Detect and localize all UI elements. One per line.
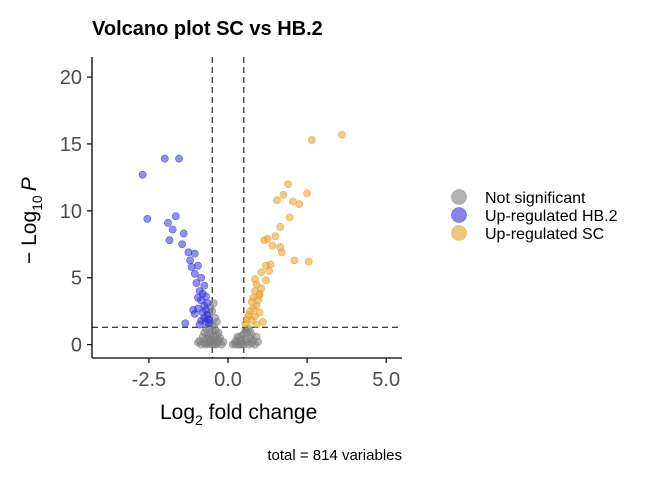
point-up-regulated-hb-2 (187, 263, 196, 271)
point-up-regulated-hb-2 (175, 154, 183, 163)
point-up-regulated-sc (273, 196, 281, 205)
point-up-regulated-sc (257, 268, 266, 277)
point-up-regulated-sc (284, 180, 293, 188)
point-up-regulated-sc (290, 256, 299, 265)
point-up-regulated-hb-2 (200, 281, 209, 290)
point-up-regulated-sc (307, 136, 316, 144)
point-not-significant (201, 340, 210, 349)
y-axis-ticks: 0 5 10 15 20 (60, 67, 92, 357)
legend-label: Up-regulated HB.2 (485, 208, 618, 225)
x-axis-title-rest: fold change (203, 401, 317, 424)
x-tick-label: 2.5 (293, 369, 321, 391)
point-up-regulated-hb-2 (171, 212, 180, 221)
point-up-regulated-hb-2 (189, 305, 198, 314)
y-axis-title-prefix: − Log (18, 211, 41, 264)
x-tick-label: -2.5 (132, 369, 166, 391)
legend-label: Not significant (485, 190, 586, 207)
point-up-regulated-hb-2 (178, 240, 187, 249)
chart-title: Volcano plot SC vs HB.2 (92, 18, 323, 40)
y-tick-label: 10 (60, 201, 82, 223)
point-not-significant (247, 331, 256, 340)
y-tick-label: 15 (60, 134, 82, 156)
point-up-regulated-sc (288, 197, 297, 206)
point-up-regulated-hb-2 (190, 249, 199, 258)
point-up-regulated-hb-2 (186, 256, 194, 265)
point-up-regulated-hb-2 (143, 214, 152, 223)
point-up-regulated-hb-2 (195, 320, 204, 329)
x-axis-title-base: Log (160, 401, 195, 424)
y-tick-label: 0 (71, 335, 82, 357)
y-axis-title-var: P (18, 177, 41, 191)
point-up-regulated-sc (271, 232, 280, 241)
point-up-regulated-sc (252, 320, 261, 329)
point-up-regulated-sc (255, 291, 264, 300)
y-axis-title-sub: 10 (29, 195, 45, 211)
point-up-regulated-hb-2 (194, 293, 202, 302)
point-up-regulated-hb-2 (138, 170, 147, 179)
point-not-significant (194, 338, 202, 347)
point-up-regulated-hb-2 (165, 236, 174, 245)
point-up-regulated-hb-2 (184, 248, 193, 257)
point-up-regulated-sc (337, 130, 346, 139)
point-up-regulated-sc (276, 222, 285, 231)
y-tick-label: 5 (71, 268, 82, 290)
point-up-regulated-hb-2 (194, 261, 202, 270)
point-up-regulated-sc (260, 236, 269, 245)
point-up-regulated-sc (262, 276, 270, 285)
y-axis-title: − Log10 P (18, 177, 45, 264)
x-tick-label: 5.0 (372, 369, 400, 391)
point-up-regulated-sc (279, 190, 288, 199)
point-up-regulated-sc (304, 257, 313, 266)
point-up-regulated-sc (241, 319, 250, 328)
point-not-significant (206, 336, 215, 344)
x-axis-ticks: -2.5 0.0 2.5 5.0 (132, 358, 400, 391)
point-up-regulated-hb-2 (181, 319, 190, 328)
legend-key (451, 225, 467, 241)
legend-key (451, 207, 467, 223)
legend-label: Up-regulated SC (485, 226, 604, 243)
x-tick-label: 0.0 (214, 369, 242, 391)
point-up-regulated-sc (277, 248, 286, 257)
x-axis-title: Log2 fold change (160, 401, 317, 428)
point-up-regulated-sc (303, 189, 312, 198)
point-not-significant (219, 338, 228, 346)
point-up-regulated-sc (268, 241, 277, 250)
point-up-regulated-hb-2 (197, 273, 206, 282)
point-up-regulated-sc (285, 213, 294, 222)
data-points (138, 130, 346, 349)
point-up-regulated-hb-2 (160, 154, 169, 163)
point-not-significant (235, 334, 243, 342)
point-up-regulated-hb-2 (168, 225, 177, 234)
y-tick-label: 20 (60, 67, 82, 89)
point-up-regulated-hb-2 (190, 269, 199, 278)
legend-key (451, 189, 467, 205)
point-up-regulated-sc (265, 267, 274, 275)
point-up-regulated-hb-2 (164, 218, 172, 227)
chart-caption: total = 814 variables (267, 447, 402, 464)
point-not-significant (254, 338, 262, 346)
x-axis-title-sub: 2 (195, 412, 203, 428)
point-up-regulated-hb-2 (192, 279, 201, 287)
point-up-regulated-hb-2 (205, 319, 213, 328)
point-up-regulated-hb-2 (179, 229, 188, 238)
